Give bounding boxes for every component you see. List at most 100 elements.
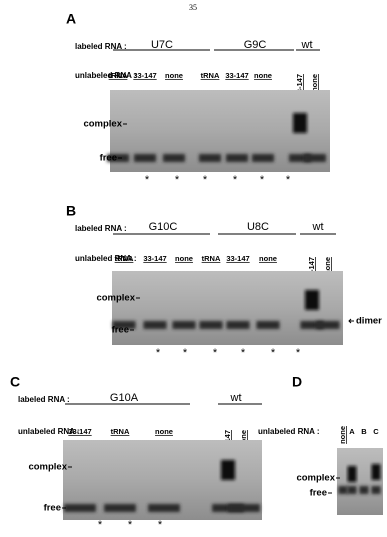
gel-band (148, 504, 180, 512)
unlabeled-rna-label: unlabeled RNA : (75, 71, 136, 80)
lane-label: none (323, 257, 332, 275)
gel-band (304, 154, 326, 162)
gel-band (163, 154, 185, 162)
gel-band (293, 113, 307, 133)
band-label: free (112, 325, 129, 336)
gel-band (112, 321, 136, 329)
lane-marker: * (271, 347, 276, 359)
lane-marker: * (296, 347, 301, 359)
gel-band (134, 154, 156, 162)
group-label: wt (230, 392, 242, 404)
lane-marker: * (158, 519, 163, 531)
lane-label: 33-147 (226, 254, 249, 263)
gel-band (338, 486, 348, 494)
gel-band (64, 504, 96, 512)
lane-marker: * (145, 174, 150, 186)
band-label: complex (83, 119, 122, 130)
lane-marker: * (98, 519, 103, 531)
panel-label: D (292, 374, 302, 390)
page-number: 35 (189, 3, 197, 12)
unlabeled-rna-label: unlabeled RNA : (258, 427, 319, 436)
gel-band (199, 321, 223, 329)
lane-marker: * (286, 174, 291, 186)
band-label: complex (28, 462, 67, 473)
lane-label: none (310, 74, 319, 92)
gel-band (359, 486, 369, 494)
gel-band (316, 321, 340, 329)
band-label: free (310, 488, 327, 499)
group-label: U8C (247, 221, 269, 233)
lane-label: 33-147 (295, 74, 304, 97)
gel-band (221, 460, 235, 480)
labeled-rna-label: labeled RNA : (18, 395, 70, 404)
group-label: wt (312, 221, 324, 233)
unlabeled-rna-label: unlabeled RNA : (75, 254, 136, 263)
gel-image (337, 448, 383, 515)
group-label: G9C (244, 39, 267, 51)
group-label: U7C (151, 39, 173, 51)
lane-marker: * (233, 174, 238, 186)
lane-label: A (349, 427, 355, 436)
band-label: complex (296, 473, 335, 484)
gel-band (371, 464, 381, 480)
lane-label: none (175, 254, 193, 263)
lane-label: tRNA (115, 254, 134, 263)
gel-band (199, 154, 221, 162)
lane-marker: * (241, 347, 246, 359)
gel-band (347, 486, 357, 494)
lane-label: none (259, 254, 277, 263)
gel-band (172, 321, 196, 329)
gel-band (228, 504, 260, 512)
lane-marker: * (203, 174, 208, 186)
lane-label: B (361, 427, 367, 436)
gel-band (347, 466, 357, 482)
gel-band (212, 504, 244, 512)
lane-label: none (165, 71, 183, 80)
group-label: G10A (110, 392, 139, 404)
lane-label: tRNA (202, 254, 221, 263)
gel-band (226, 321, 250, 329)
lane-label: 33-147 (133, 71, 156, 80)
lane-marker: * (183, 347, 188, 359)
lane-marker: * (260, 174, 265, 186)
lane-label: none (254, 71, 272, 80)
lane-label: 33-147 (225, 71, 248, 80)
lane-label: 33-147 (143, 254, 166, 263)
gel-band (143, 321, 167, 329)
gel-band (252, 154, 274, 162)
lane-label: tRNA (109, 71, 128, 80)
lane-label: tRNA (111, 427, 130, 436)
band-label: dimer (356, 316, 382, 327)
lane-marker: * (156, 347, 161, 359)
group-label: wt (301, 39, 313, 51)
lane-label: none (155, 427, 173, 436)
band-label: complex (96, 293, 135, 304)
lane-label: tRNA (201, 71, 220, 80)
band-arrow (348, 318, 354, 324)
lane-marker: * (213, 347, 218, 359)
lane-label: 33-147 (68, 427, 91, 436)
lane-marker: * (175, 174, 180, 186)
gel-band (289, 154, 311, 162)
labeled-rna-label: labeled RNA : (75, 224, 127, 233)
lane-label: none (239, 430, 248, 448)
lane-label: C (373, 427, 379, 436)
gel-band (256, 321, 280, 329)
band-label: free (100, 153, 117, 164)
lane-label: 33-147 (307, 257, 316, 280)
gel-band (305, 290, 319, 310)
lane-label: none (338, 426, 347, 444)
group-label: G10C (149, 221, 178, 233)
gel-band (104, 504, 136, 512)
labeled-rna-label: labeled RNA : (75, 42, 127, 51)
lane-marker: * (128, 519, 133, 531)
gel-image (112, 271, 343, 345)
band-label: free (44, 503, 61, 514)
panel-label: C (10, 374, 20, 390)
unlabeled-rna-label: unlabeled RNA : (18, 427, 79, 436)
gel-band (226, 154, 248, 162)
gel-band (371, 486, 381, 494)
panel-label: B (66, 203, 76, 219)
panel-label: A (66, 11, 76, 27)
